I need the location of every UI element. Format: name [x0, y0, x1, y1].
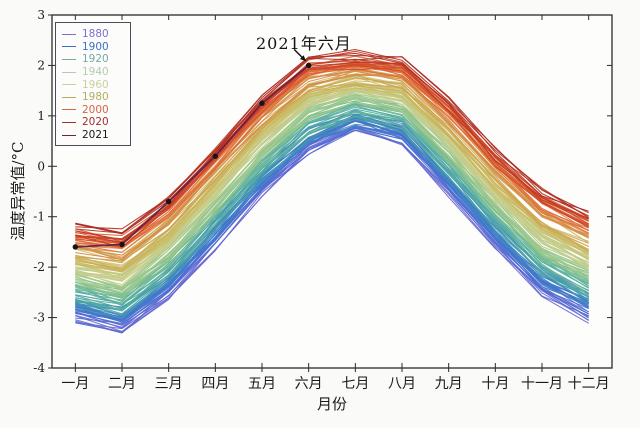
legend-swatch [62, 33, 76, 35]
legend-entry-1900: 1900 [62, 41, 124, 54]
year-line [75, 69, 589, 256]
y-tick-label: -1 [33, 210, 45, 224]
y-tick-label: 3 [37, 8, 45, 22]
legend-swatch [62, 109, 76, 111]
year-line [75, 126, 589, 334]
y-tick-label: -3 [33, 311, 45, 325]
legend-label: 1920 [82, 53, 109, 66]
x-tick-label: 九月 [435, 376, 463, 392]
year-line [75, 123, 589, 317]
year-line [75, 84, 589, 270]
x-tick-label: 二月 [108, 376, 136, 392]
marker-2021-dot [212, 153, 219, 159]
y-tick-label: -4 [33, 361, 45, 375]
legend-entry-2021: 2021 [62, 129, 124, 142]
marker-2021-dot [119, 241, 125, 248]
legend-swatch [62, 58, 76, 60]
legend-label: 1880 [82, 28, 109, 41]
y-tick-label: 2 [37, 58, 45, 72]
legend-entry-2020: 2020 [62, 116, 124, 129]
year-line [75, 83, 589, 271]
legend-swatch [62, 71, 76, 73]
year-line [75, 88, 589, 277]
marker-2021-dot [72, 244, 79, 250]
year-line [75, 70, 589, 261]
x-tick-label: 十月 [481, 376, 509, 392]
year-line [75, 61, 589, 241]
legend-label: 1960 [82, 78, 109, 91]
year-line [75, 101, 589, 298]
year-line [75, 127, 589, 324]
legend-label: 2020 [82, 116, 109, 129]
marker-2021-dot [259, 100, 265, 106]
y-tick-label: -2 [33, 260, 45, 274]
marker-2021-dot [165, 198, 172, 205]
x-tick-label: 四月 [201, 376, 229, 392]
year-line [75, 101, 589, 293]
legend-entry-2000: 2000 [62, 104, 124, 117]
x-tick-label: 八月 [388, 376, 416, 392]
year-line [75, 113, 589, 311]
annotation-arrow [293, 48, 304, 59]
year-line [75, 111, 589, 305]
legend-entry-1920: 1920 [62, 53, 124, 66]
legend-swatch [62, 134, 76, 136]
year-line [75, 74, 589, 261]
legend-swatch [62, 84, 76, 86]
x-tick-label: 一月 [61, 376, 89, 392]
legend-label: 1980 [82, 91, 109, 104]
marker-2021-dot [305, 62, 312, 69]
y-tick-label: 0 [37, 159, 45, 173]
legend-label: 1940 [82, 66, 109, 79]
legend-box: 1880 1900 1920 1940 1960 1980 2000 2020 2021 [55, 22, 131, 147]
legend-label: 2000 [82, 103, 109, 116]
x-tick-label: 十二月 [568, 376, 610, 392]
year-line [75, 96, 589, 288]
x-tick-label: 六月 [295, 376, 323, 392]
legend-entry-1960: 1960 [62, 78, 124, 91]
legend-label: 2021 [82, 129, 109, 142]
year-line [75, 127, 589, 323]
year-line [75, 52, 589, 234]
legend-entry-1940: 1940 [62, 66, 124, 79]
x-axis-title: 月份 [316, 395, 347, 413]
plot-frame [51, 14, 613, 369]
year-line [75, 118, 589, 315]
year-line [75, 54, 589, 234]
x-tick-label: 五月 [248, 376, 276, 392]
year-line [75, 119, 589, 316]
legend-swatch [62, 121, 76, 123]
legend-entry-1880: 1880 [62, 28, 124, 41]
annotation-arrowhead [300, 55, 307, 62]
legend-swatch [62, 46, 76, 48]
year-line [75, 77, 589, 262]
x-tick-label: 三月 [155, 376, 183, 392]
year-line [75, 126, 589, 326]
legend-entry-1980: 1980 [62, 91, 124, 104]
line-2021 [75, 64, 310, 248]
year-line [75, 127, 589, 333]
legend-label: 1900 [82, 40, 109, 53]
year-line [75, 111, 589, 304]
legend-swatch [62, 96, 76, 98]
x-tick-label: 十一月 [521, 376, 563, 392]
year-line [75, 129, 589, 333]
year-line [75, 58, 589, 240]
year-line [75, 87, 589, 273]
y-tick-label: 1 [37, 109, 45, 123]
annotation-2021-june-label: 2021年六月 [256, 34, 352, 53]
y-axis-title: 温度异常值/°C [9, 141, 27, 241]
year-line [75, 56, 589, 235]
x-tick-label: 七月 [341, 376, 369, 392]
